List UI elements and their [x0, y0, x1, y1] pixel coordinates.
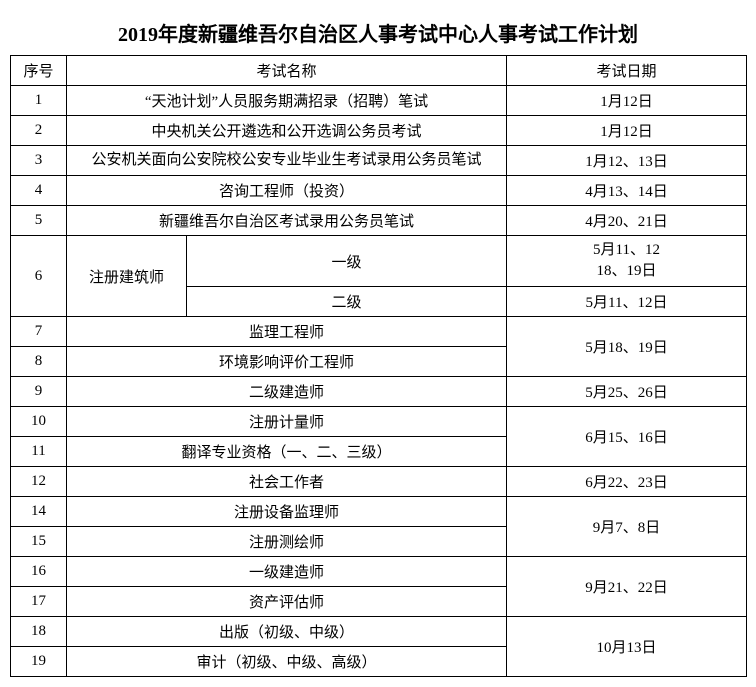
cell-name: 公安机关面向公安院校公安专业毕业生考试录用公务员笔试 [67, 146, 507, 176]
table-row: 10 注册计量师 6月15、16日 [11, 407, 747, 437]
cell-name: 注册设备监理师 [67, 497, 507, 527]
cell-seq: 9 [11, 377, 67, 407]
table-row: 14 注册设备监理师 9月7、8日 [11, 497, 747, 527]
cell-name: 二级建造师 [67, 377, 507, 407]
table-row: 4 咨询工程师（投资） 4月13、14日 [11, 176, 747, 206]
cell-seq: 11 [11, 437, 67, 467]
cell-name: 审计（初级、中级、高级） [67, 647, 507, 677]
date-line: 18、19日 [597, 263, 657, 279]
cell-seq: 4 [11, 176, 67, 206]
cell-level: 一级 [187, 236, 507, 287]
header-date: 考试日期 [507, 56, 747, 86]
cell-date: 9月7、8日 [507, 497, 747, 557]
cell-seq: 10 [11, 407, 67, 437]
cell-seq: 6 [11, 236, 67, 317]
cell-name: 一级建造师 [67, 557, 507, 587]
cell-name: 中央机关公开遴选和公开选调公务员考试 [67, 116, 507, 146]
cell-name: 咨询工程师（投资） [67, 176, 507, 206]
cell-date: 1月12日 [507, 86, 747, 116]
cell-date: 5月11、12日 [507, 287, 747, 317]
cell-seq: 16 [11, 557, 67, 587]
cell-date: 5月25、26日 [507, 377, 747, 407]
table-row: 18 出版（初级、中级） 10月13日 [11, 617, 747, 647]
date-line: 5月11、12 [593, 242, 660, 258]
table-row: 12 社会工作者 6月22、23日 [11, 467, 747, 497]
header-name: 考试名称 [67, 56, 507, 86]
cell-level: 二级 [187, 287, 507, 317]
cell-seq: 19 [11, 647, 67, 677]
cell-seq: 17 [11, 587, 67, 617]
schedule-container: 2019年度新疆维吾尔自治区人事考试中心人事考试工作计划 序号 考试名称 考试日… [10, 10, 746, 677]
cell-group: 注册建筑师 [67, 236, 187, 317]
table-row: 6 注册建筑师 一级 5月11、12 18、19日 [11, 236, 747, 287]
cell-seq: 12 [11, 467, 67, 497]
cell-name: “天池计划”人员服务期满招录（招聘）笔试 [67, 86, 507, 116]
cell-name: 资产评估师 [67, 587, 507, 617]
cell-seq: 2 [11, 116, 67, 146]
cell-date: 1月12、13日 [507, 146, 747, 176]
cell-date: 4月20、21日 [507, 206, 747, 236]
cell-date: 5月11、12 18、19日 [507, 236, 747, 287]
schedule-table: 序号 考试名称 考试日期 1 “天池计划”人员服务期满招录（招聘）笔试 1月12… [10, 55, 747, 677]
cell-name: 环境影响评价工程师 [67, 347, 507, 377]
cell-date: 1月12日 [507, 116, 747, 146]
cell-name: 翻译专业资格（一、二、三级） [67, 437, 507, 467]
cell-name: 社会工作者 [67, 467, 507, 497]
table-row: 9 二级建造师 5月25、26日 [11, 377, 747, 407]
cell-date: 6月15、16日 [507, 407, 747, 467]
table-row: 16 一级建造师 9月21、22日 [11, 557, 747, 587]
cell-name: 注册计量师 [67, 407, 507, 437]
cell-seq: 14 [11, 497, 67, 527]
cell-name: 注册测绘师 [67, 527, 507, 557]
cell-seq: 1 [11, 86, 67, 116]
cell-name: 监理工程师 [67, 317, 507, 347]
page-title: 2019年度新疆维吾尔自治区人事考试中心人事考试工作计划 [10, 10, 746, 55]
table-header-row: 序号 考试名称 考试日期 [11, 56, 747, 86]
cell-seq: 5 [11, 206, 67, 236]
cell-date: 6月22、23日 [507, 467, 747, 497]
cell-date: 10月13日 [507, 617, 747, 677]
cell-name: 新疆维吾尔自治区考试录用公务员笔试 [67, 206, 507, 236]
table-row: 2 中央机关公开遴选和公开选调公务员考试 1月12日 [11, 116, 747, 146]
table-row: 3 公安机关面向公安院校公安专业毕业生考试录用公务员笔试 1月12、13日 [11, 146, 747, 176]
table-row: 5 新疆维吾尔自治区考试录用公务员笔试 4月20、21日 [11, 206, 747, 236]
cell-seq: 18 [11, 617, 67, 647]
cell-seq: 7 [11, 317, 67, 347]
header-seq: 序号 [11, 56, 67, 86]
cell-date: 4月13、14日 [507, 176, 747, 206]
cell-seq: 3 [11, 146, 67, 176]
cell-date: 9月21、22日 [507, 557, 747, 617]
table-row: 1 “天池计划”人员服务期满招录（招聘）笔试 1月12日 [11, 86, 747, 116]
table-row: 7 监理工程师 5月18、19日 [11, 317, 747, 347]
cell-seq: 15 [11, 527, 67, 557]
cell-date: 5月18、19日 [507, 317, 747, 377]
cell-seq: 8 [11, 347, 67, 377]
cell-name: 出版（初级、中级） [67, 617, 507, 647]
